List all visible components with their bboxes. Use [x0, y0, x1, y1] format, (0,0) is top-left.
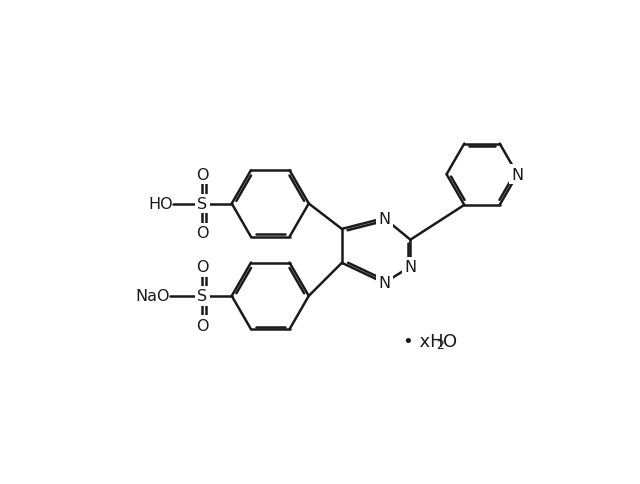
- Text: NaO: NaO: [136, 289, 170, 304]
- Text: N: N: [511, 167, 524, 182]
- Text: S: S: [197, 197, 207, 212]
- Text: N: N: [404, 259, 417, 274]
- Text: N: N: [378, 276, 390, 291]
- Text: HO: HO: [148, 197, 173, 212]
- Text: O: O: [444, 332, 458, 350]
- Text: S: S: [197, 289, 207, 304]
- Text: • xH: • xH: [403, 332, 444, 350]
- Text: O: O: [196, 318, 209, 333]
- Text: O: O: [196, 226, 209, 241]
- Text: 2: 2: [436, 338, 444, 351]
- Text: N: N: [378, 211, 390, 226]
- Text: O: O: [196, 259, 209, 274]
- Text: O: O: [196, 167, 209, 182]
